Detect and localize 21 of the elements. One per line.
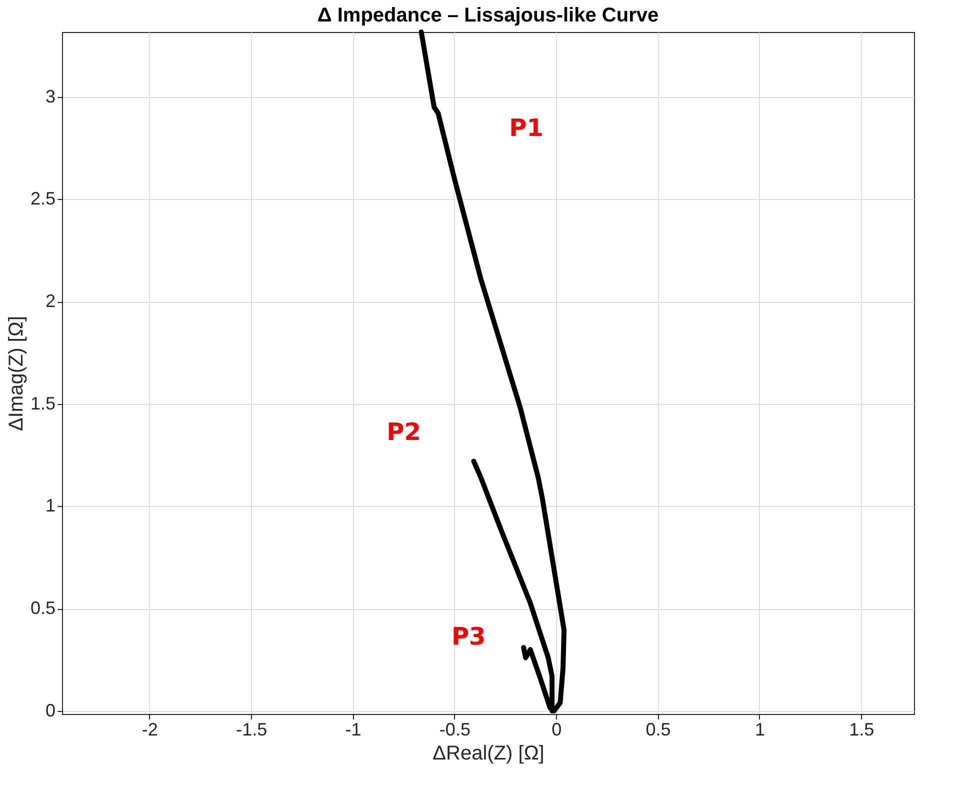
x-tick-label: -0.5 xyxy=(439,720,470,740)
x-axis-title: ΔReal(Z) [Ω] xyxy=(432,742,544,764)
x-tick-label: -1.5 xyxy=(236,720,268,740)
y-tick-label: 1.5 xyxy=(30,393,56,414)
x-tick-label: 0.5 xyxy=(646,720,671,740)
y-tick-label: 1 xyxy=(45,496,56,516)
y-axis-title: ΔImag(Z) [Ω] xyxy=(5,316,28,431)
x-tick-label: -1 xyxy=(345,720,362,740)
y-tick-label: 2.5 xyxy=(30,188,56,209)
x-tick-label: -2 xyxy=(142,720,158,740)
y-tick-label: 3 xyxy=(45,86,56,106)
y-tick-label: 2 xyxy=(45,291,56,312)
series-label: P3 xyxy=(451,622,486,650)
y-tick-label: 0.5 xyxy=(30,598,56,618)
y-tick-label: 0 xyxy=(45,700,56,720)
text: P2 xyxy=(386,418,421,446)
x-tick-label: 0 xyxy=(552,720,562,740)
text: P1 xyxy=(509,114,544,142)
x-tick-label: 1.5 xyxy=(849,720,874,740)
x-tick-label: 1 xyxy=(754,720,765,740)
chart-title: Δ Impedance – Lissajous-like Curve xyxy=(317,4,659,26)
